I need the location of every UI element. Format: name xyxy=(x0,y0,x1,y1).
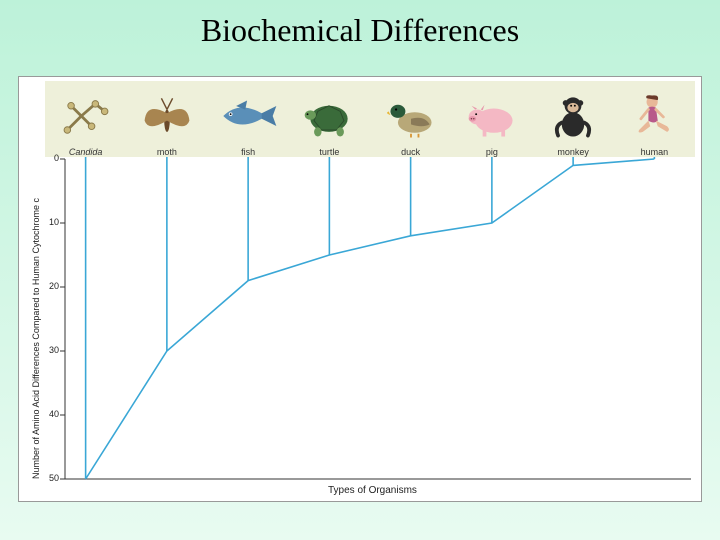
chart-container: Candida moth xyxy=(18,76,702,502)
y-tick-label: 10 xyxy=(35,217,59,227)
y-tick-label: 50 xyxy=(35,473,59,483)
page-title: Biochemical Differences xyxy=(0,12,720,49)
y-tick-label: 40 xyxy=(35,409,59,419)
chart-plot xyxy=(19,77,703,503)
y-tick-label: 30 xyxy=(35,345,59,355)
y-tick-label: 20 xyxy=(35,281,59,291)
slide: Biochemical Differences xyxy=(0,0,720,540)
y-tick-label: 0 xyxy=(35,153,59,163)
